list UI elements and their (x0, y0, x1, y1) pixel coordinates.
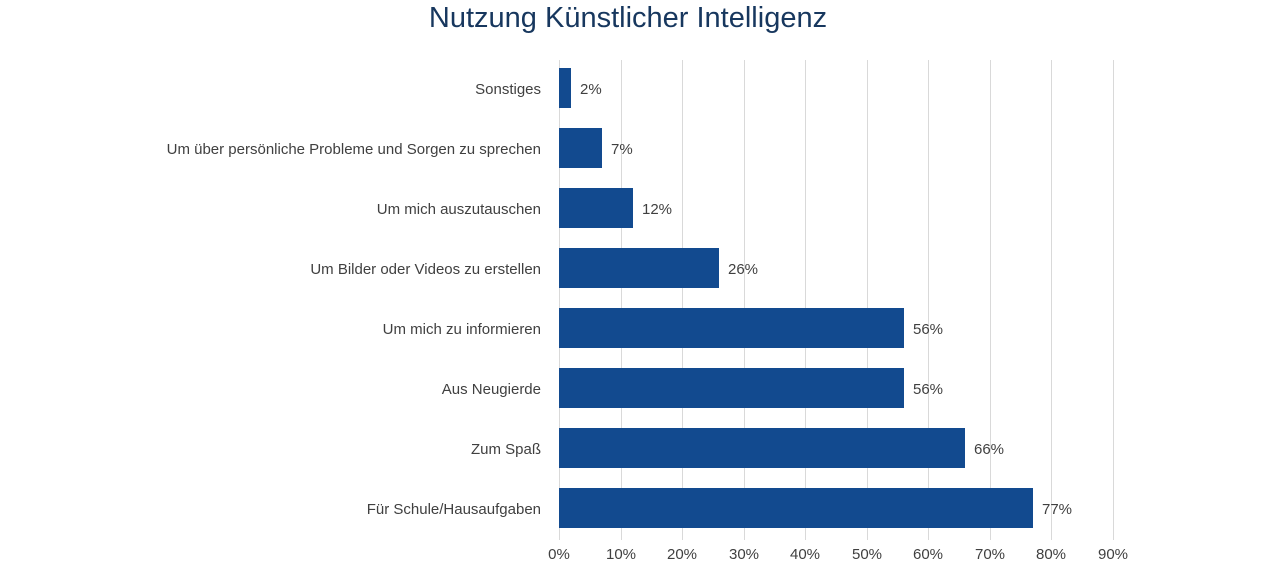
category-label: Zum Spaß (470, 441, 541, 458)
gridline-60% (928, 60, 929, 540)
gridline-50% (867, 60, 868, 540)
x-tick-label: 30% (728, 546, 760, 563)
value-label: 2% (580, 81, 602, 98)
x-tick-label: 70% (974, 546, 1006, 563)
category-label: Für Schule/Hausaufgaben (366, 501, 541, 518)
value-label: 56% (913, 381, 944, 398)
gridline-80% (1051, 60, 1052, 540)
value-label: 26% (728, 261, 759, 278)
bar (559, 128, 602, 168)
category-label: Um Bilder oder Videos zu erstellen (310, 261, 541, 278)
bar (559, 368, 904, 408)
bar (559, 68, 571, 108)
x-tick-label: 20% (666, 546, 698, 563)
value-label: 12% (642, 201, 673, 218)
x-tick-label: 0% (548, 546, 570, 563)
gridline-20% (682, 60, 683, 540)
x-tick-label: 90% (1097, 546, 1129, 563)
bar (559, 248, 719, 288)
x-tick-label: 60% (912, 546, 944, 563)
value-label: 66% (974, 441, 1005, 458)
gridline-70% (990, 60, 991, 540)
chart-title: Nutzung Künstlicher Intelligenz (428, 2, 828, 34)
value-label: 7% (611, 141, 633, 158)
gridline-0% (559, 60, 560, 540)
value-label: 56% (913, 321, 944, 338)
x-tick-label: 40% (789, 546, 821, 563)
bar (559, 488, 1033, 528)
bar (559, 428, 965, 468)
category-label: Sonstiges (475, 81, 541, 98)
x-tick-label: 50% (851, 546, 883, 563)
gridline-90% (1113, 60, 1114, 540)
gridline-30% (744, 60, 745, 540)
x-tick-label: 10% (605, 546, 637, 563)
category-label: Um mich auszutauschen (376, 201, 541, 218)
category-label: Um mich zu informieren (382, 321, 541, 338)
bar (559, 188, 633, 228)
category-label: Um über persönliche Probleme und Sorgen … (166, 141, 541, 158)
x-tick-label: 80% (1035, 546, 1067, 563)
bar (559, 308, 904, 348)
category-label: Aus Neugierde (441, 381, 541, 398)
gridline-10% (621, 60, 622, 540)
value-label: 77% (1042, 501, 1073, 518)
gridline-40% (805, 60, 806, 540)
